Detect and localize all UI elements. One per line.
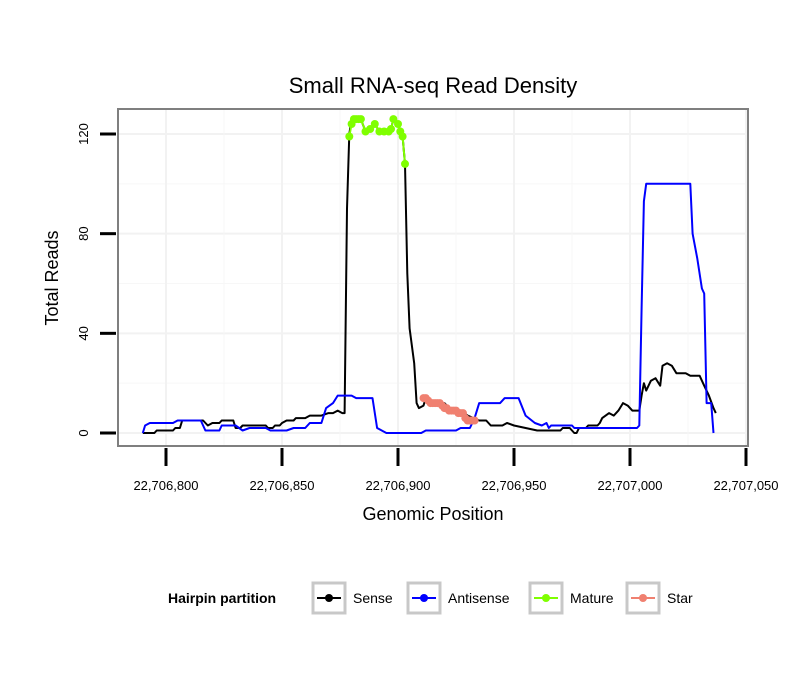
- series-mature: [345, 115, 409, 168]
- axes: 22,706,800 22,706,850 22,706,900 22,706,950…: [76, 123, 779, 493]
- y-tick-label: 80: [76, 226, 91, 240]
- series-antisense: [141, 182, 715, 434]
- legend-key-point: [325, 594, 333, 602]
- x-tick-label: 22,707,050: [713, 478, 778, 493]
- grid: [119, 110, 747, 445]
- x-tick-label: 22,706,950: [481, 478, 546, 493]
- data-point-mature: [387, 125, 395, 133]
- legend-key-point: [542, 594, 550, 602]
- legend-label-mature: Mature: [570, 590, 614, 606]
- legend-item-mature: Mature: [528, 581, 614, 615]
- series-line-antisense: [141, 182, 715, 434]
- data-point-mature: [370, 120, 379, 128]
- x-tick-label: 22,706,850: [249, 478, 314, 493]
- y-axis-label: Total Reads: [42, 230, 62, 325]
- data-point-mature: [398, 132, 407, 141]
- series-star: [419, 394, 479, 425]
- y-tick-label: 0: [76, 429, 91, 436]
- x-tick-label: 22,707,000: [597, 478, 662, 493]
- x-tick-label: 22,706,900: [365, 478, 430, 493]
- data-point-star: [470, 416, 479, 425]
- chart-title: Small RNA-seq Read Density: [289, 73, 578, 98]
- x-axis-label: Genomic Position: [362, 504, 503, 524]
- plot-panel: [117, 108, 749, 447]
- legend-label-sense: Sense: [353, 590, 393, 606]
- legend-item-antisense: Antisense: [406, 581, 510, 615]
- legend: Hairpin partition Sense Antisense Mature St…: [168, 581, 693, 615]
- legend-key-point: [420, 594, 428, 602]
- series-layer: [141, 115, 717, 434]
- legend-title: Hairpin partition: [168, 590, 276, 606]
- data-point-mature: [401, 159, 409, 168]
- x-tick-label: 22,706,800: [133, 478, 198, 493]
- data-point-mature: [394, 120, 402, 128]
- data-point-mature: [356, 115, 365, 124]
- legend-item-star: Star: [625, 581, 693, 615]
- legend-label-antisense: Antisense: [448, 590, 510, 606]
- y-tick-label: 120: [76, 123, 91, 145]
- y-tick-label: 40: [76, 326, 91, 340]
- data-point-mature: [345, 132, 354, 141]
- legend-item-sense: Sense: [311, 581, 393, 615]
- legend-key-point: [639, 594, 647, 602]
- legend-label-star: Star: [667, 590, 693, 606]
